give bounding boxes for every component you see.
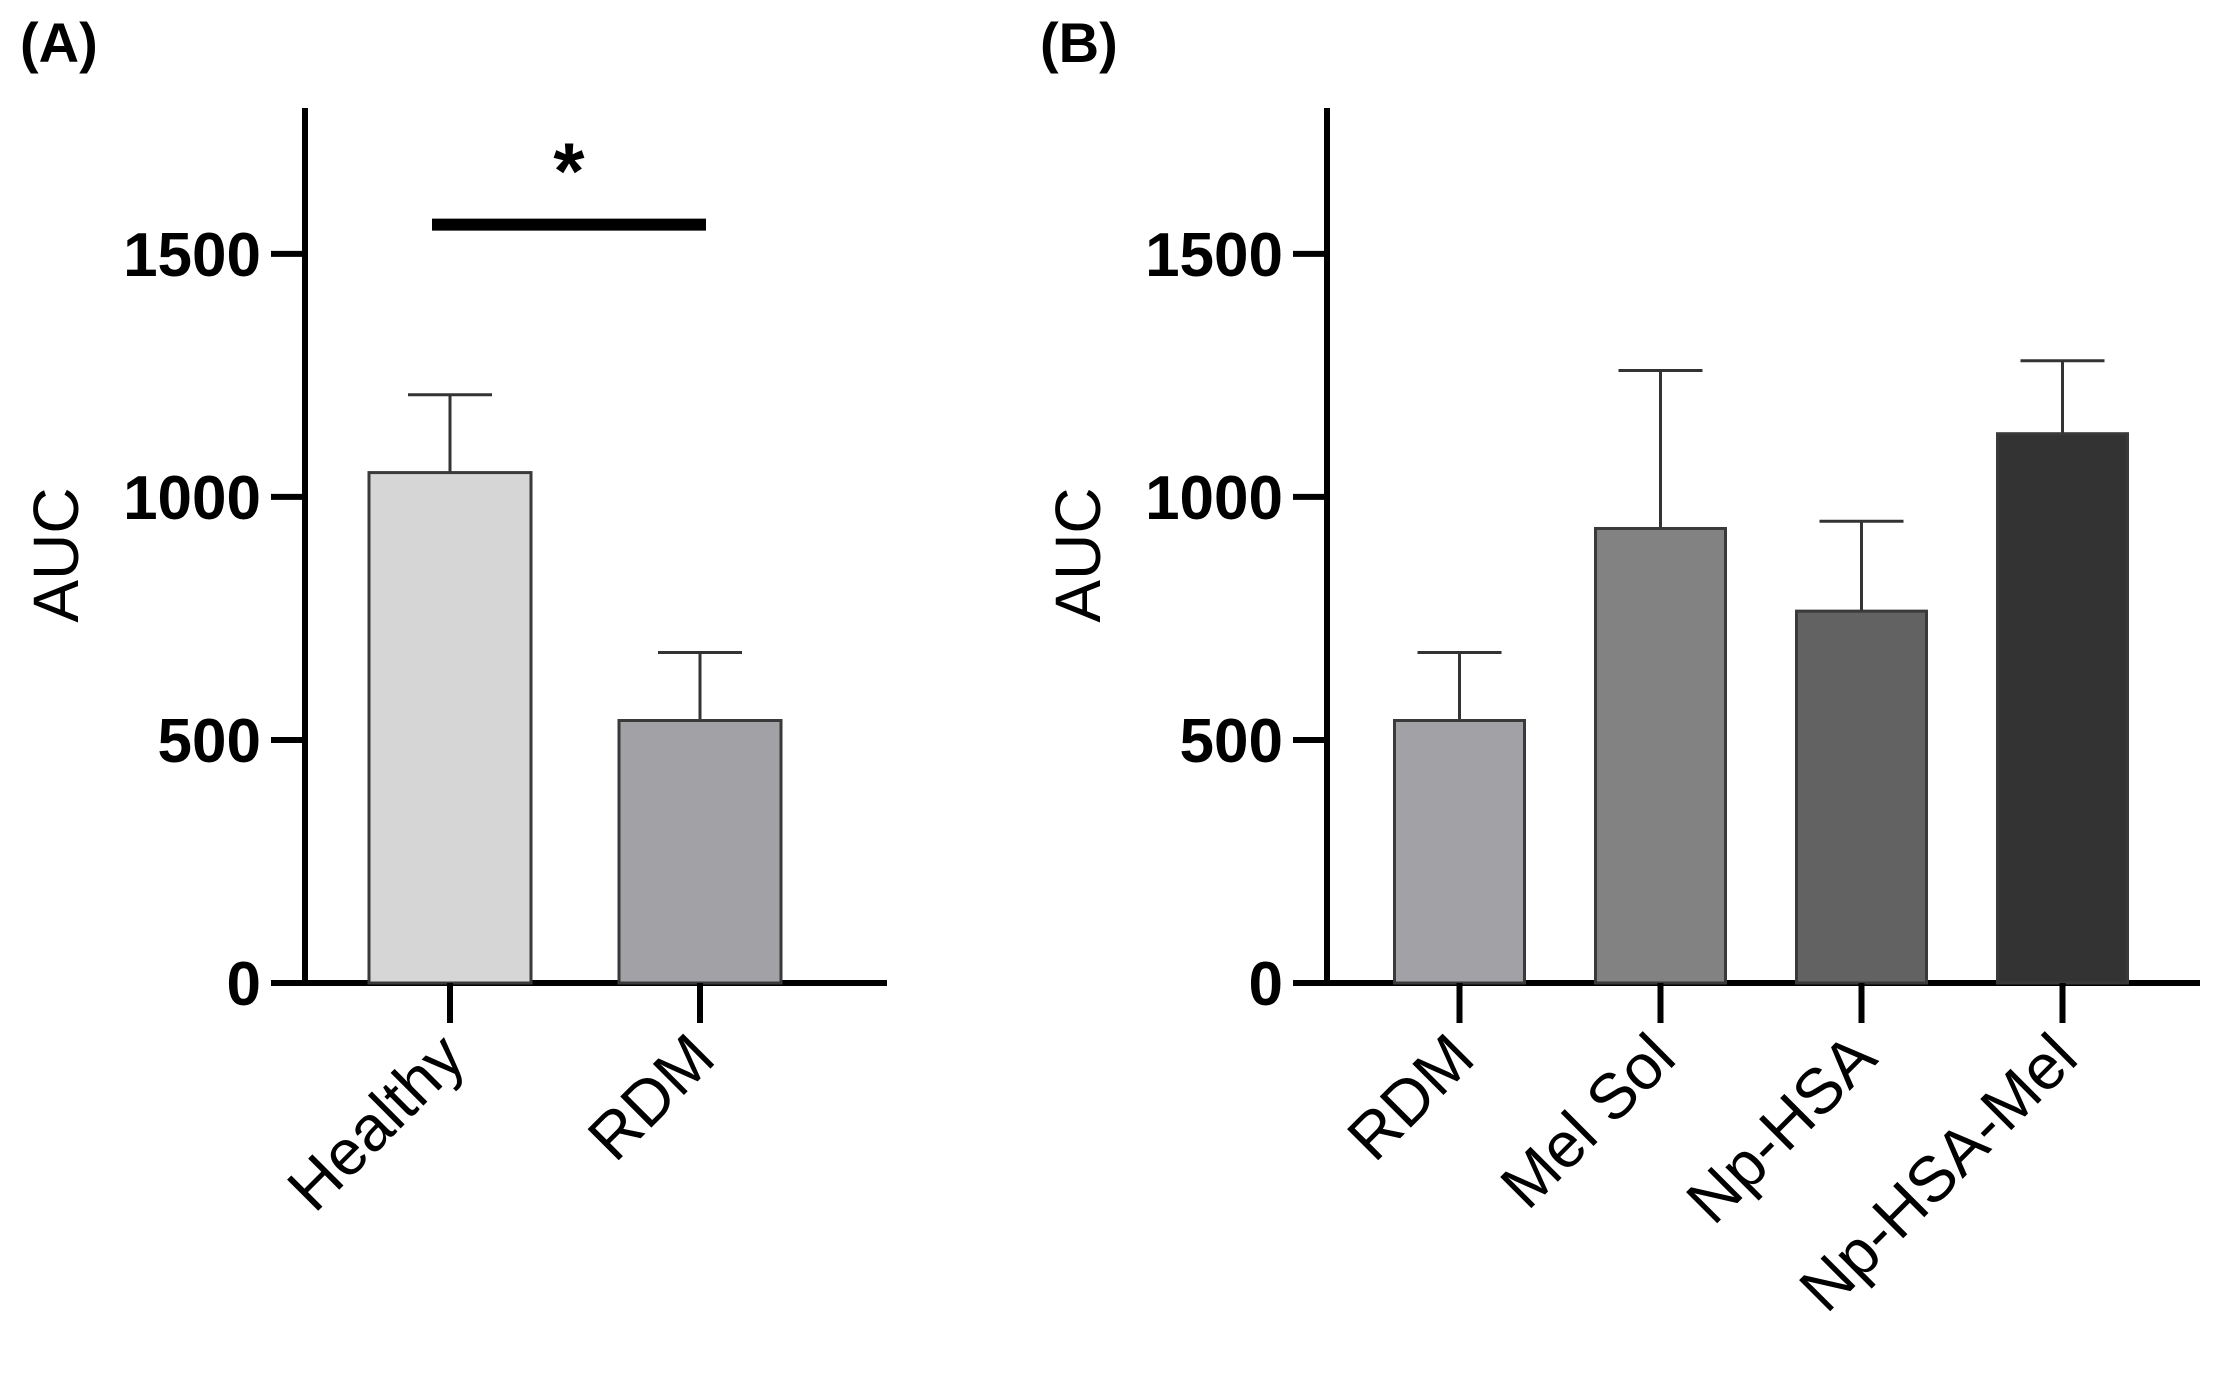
- bar-np-hsa-mel: [1996, 432, 2129, 985]
- panel-a-label: (A): [20, 11, 98, 74]
- panel-a: (A) AUC 0 500 1000 1500 Healthy RDM *: [20, 11, 887, 1224]
- y-tick-label: 0: [1249, 950, 1283, 1019]
- bar-mel-sol: [1594, 526, 1727, 985]
- bar-healthy: [367, 471, 533, 985]
- panel-b-label: (B): [1040, 11, 1118, 74]
- significance-label: *: [553, 127, 585, 216]
- y-tick-label: 1000: [123, 464, 261, 533]
- y-tick-label: 1500: [123, 221, 261, 290]
- bar-rdm: [617, 719, 783, 985]
- panel-b-y-axis-title: AUC: [1042, 487, 1114, 622]
- y-tick-label: 500: [158, 707, 261, 776]
- panel-a-y-axis-title: AUC: [20, 487, 92, 622]
- bar-np-hsa: [1795, 609, 1928, 985]
- x-category-label: Healthy: [274, 1020, 478, 1224]
- x-category-label: Mel Sol: [1487, 1020, 1689, 1222]
- x-category-label: RDM: [574, 1020, 728, 1174]
- y-tick-label: 1000: [1145, 464, 1283, 533]
- bar-rdm: [1393, 719, 1526, 985]
- y-tick-label: 500: [1180, 707, 1283, 776]
- y-tick-label: 0: [227, 950, 261, 1019]
- x-category-label: RDM: [1333, 1020, 1487, 1174]
- y-tick-label: 1500: [1145, 221, 1283, 290]
